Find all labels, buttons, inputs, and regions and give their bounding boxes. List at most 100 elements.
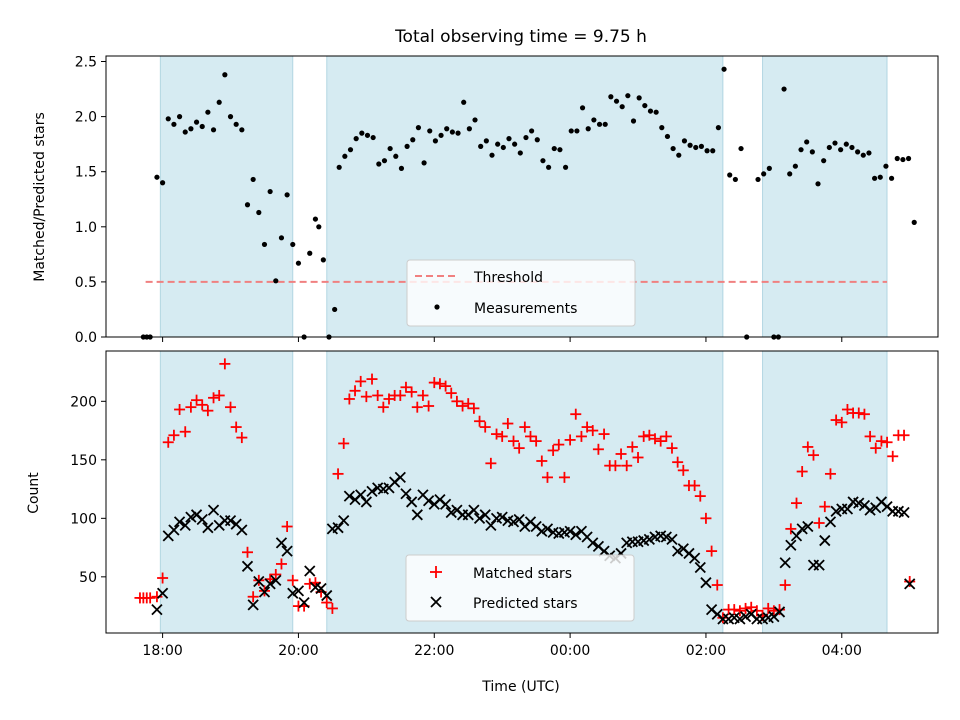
- measurements-point-21: [256, 209, 262, 216]
- matched-stars-point-125: [836, 416, 848, 428]
- predicted-stars-point-52: [445, 506, 457, 519]
- predicted-stars-point-0: [151, 603, 163, 616]
- matched-stars-point-103: [711, 579, 723, 591]
- matched-stars-point-56: [445, 387, 457, 399]
- measurements-point-133: [888, 175, 895, 181]
- matched-stars-point-110: [751, 605, 763, 617]
- measurements-point-116: [792, 163, 798, 169]
- measurements-point-49: [410, 137, 416, 143]
- measurements-point-35: [332, 306, 338, 313]
- matched-stars-point-18: [230, 421, 242, 433]
- predicted-stars-point-16: [241, 560, 254, 572]
- matched-stars-point-40: [355, 375, 367, 387]
- bottom-panel: 18:00 20:00 22:00 00:00 02:00 04:00 50 100 150 2…: [26, 350, 939, 695]
- measurements-point-43: [376, 161, 382, 167]
- measurements-point-9: [188, 126, 194, 132]
- measurements-point-111: [766, 165, 772, 171]
- matched-stars-point-108: [740, 602, 752, 614]
- x-axis-label: Time (UTC): [481, 679, 559, 695]
- observing-interval-2: [762, 55, 888, 338]
- y-tick-label: 50: [79, 570, 97, 586]
- matched-stars-point-25: [270, 568, 282, 580]
- matched-stars-point-38: [343, 393, 355, 405]
- measurements-point-125: [843, 141, 849, 147]
- matched-stars-point-60: [468, 402, 480, 414]
- measurements-point-91: [647, 108, 654, 114]
- matched-stars-point-114: [774, 604, 786, 616]
- matched-stars-point-129: [858, 408, 870, 420]
- matched-stars-point-124: [830, 414, 842, 426]
- predicted-stars-point-19: [258, 586, 271, 598]
- matched-stars-point-62: [479, 421, 491, 433]
- predicted-stars-point-38: [366, 485, 378, 498]
- measurements-point-78: [574, 128, 580, 134]
- predicted-stars-point-103: [734, 613, 746, 625]
- predicted-stars-point-63: [507, 516, 520, 528]
- predicted-stars-point-37: [360, 496, 372, 508]
- measurements-point-6: [171, 121, 177, 127]
- measurements-point-51: [421, 160, 427, 166]
- measurements-point-23: [267, 188, 273, 195]
- measurements-point-58: [461, 99, 467, 105]
- predicted-stars-point-114: [796, 523, 808, 535]
- measurements-point-65: [500, 144, 506, 151]
- matched-stars-point-130: [864, 430, 876, 442]
- measurements-point-18: [239, 127, 245, 133]
- matched-stars-point-11: [191, 394, 203, 406]
- measurements-point-61: [478, 143, 484, 149]
- predicted-stars-point-9: [202, 522, 214, 534]
- matched-stars-point-26: [275, 558, 287, 570]
- matched-stars-point-90: [638, 430, 650, 442]
- measurements-point-12: [205, 109, 211, 115]
- measurements-point-64: [495, 141, 501, 147]
- predicted-stars-point-97: [700, 577, 712, 589]
- measurements-point-106: [732, 176, 738, 183]
- matched-stars-point-116: [785, 523, 797, 535]
- measurements-point-103: [715, 125, 721, 131]
- matched-stars-point-79: [575, 430, 587, 442]
- predicted-stars-point-92: [672, 545, 684, 557]
- matched-stars-point-59: [462, 398, 474, 410]
- measurements-point-25: [278, 235, 285, 241]
- matched-stars-point-41: [360, 391, 372, 403]
- measurements-point-70: [529, 128, 535, 134]
- measurements-point-110: [761, 171, 767, 177]
- measurements-point-59: [466, 126, 472, 132]
- matched-stars-point-7: [168, 429, 180, 441]
- matched-stars-point-16: [219, 358, 231, 370]
- predicted-stars-point-48: [422, 495, 435, 507]
- legend-measurements-label: Measurements: [474, 301, 577, 317]
- y-tick-label: 0.0: [75, 330, 97, 346]
- matched-stars-point-4: [151, 591, 163, 603]
- x-tick-label: 02:00: [686, 643, 726, 659]
- predicted-stars-point-61: [496, 511, 508, 523]
- matched-stars-point-31: [304, 578, 316, 590]
- x-tick-label: 22:00: [414, 643, 454, 659]
- matched-stars-point-63: [485, 457, 497, 469]
- measurements-point-13: [210, 127, 217, 133]
- predicted-stars-point-51: [439, 498, 452, 510]
- measurements-point-95: [670, 145, 676, 152]
- predicted-stars-point-117: [813, 559, 825, 571]
- measurements-point-124: [838, 147, 844, 153]
- measurements-point-38: [347, 147, 354, 153]
- matched-stars-point-8: [174, 404, 186, 416]
- matched-stars-point-121: [813, 517, 825, 529]
- matched-stars-point-89: [632, 451, 644, 463]
- measurements-point-50: [415, 125, 422, 131]
- predicted-stars-point-21: [270, 574, 282, 586]
- predicted-stars-legend-marker: [430, 596, 442, 608]
- measurements-point-44: [381, 158, 388, 164]
- matched-stars-point-39: [349, 385, 361, 397]
- y-tick-label: 1.0: [75, 220, 97, 236]
- measurements-point-89: [636, 95, 642, 101]
- measurements-point-32: [316, 224, 322, 230]
- measurements-point-126: [849, 144, 855, 151]
- matched-stars-point-21: [247, 591, 259, 603]
- matched-stars-point-6: [162, 436, 174, 448]
- measurements-point-11: [199, 123, 205, 130]
- predicted-stars-point-17: [247, 599, 259, 611]
- matched-stars-point-122: [819, 501, 831, 513]
- matched-stars-point-53: [428, 377, 440, 389]
- predicted-stars-point-132: [898, 506, 910, 519]
